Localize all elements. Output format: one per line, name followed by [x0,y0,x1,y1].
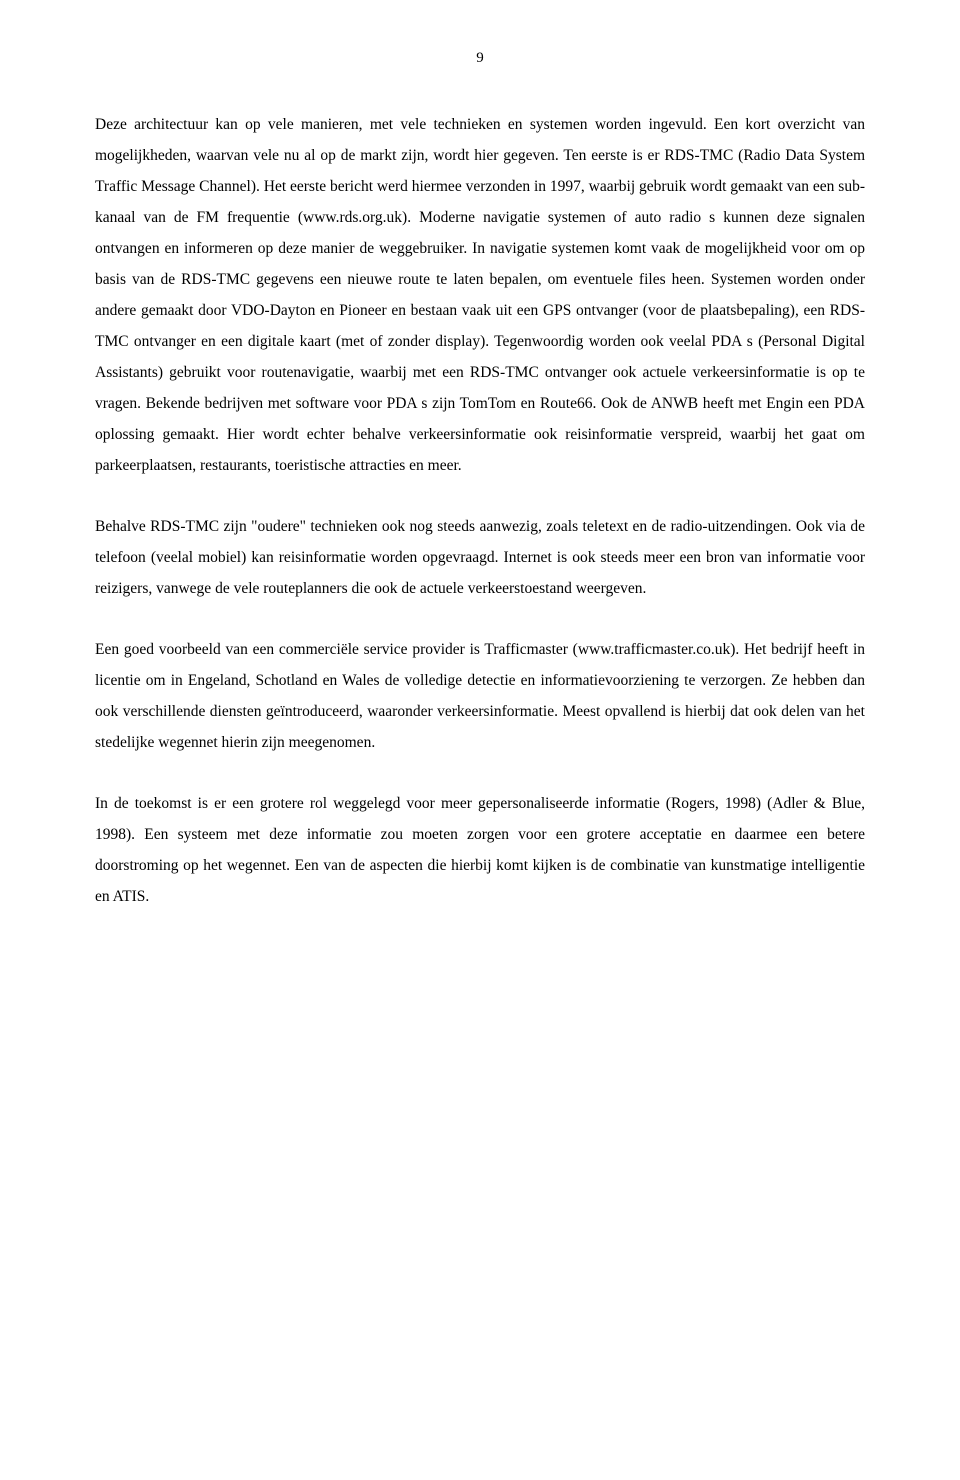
body-paragraph-4: In de toekomst is er een grotere rol weg… [95,788,865,912]
body-paragraph-1: Deze architectuur kan op vele manieren, … [95,109,865,481]
body-paragraph-3: Een goed voorbeeld van een commerciële s… [95,634,865,758]
page-number: 9 [95,50,865,67]
body-paragraph-2: Behalve RDS-TMC zijn "oudere" technieken… [95,511,865,604]
